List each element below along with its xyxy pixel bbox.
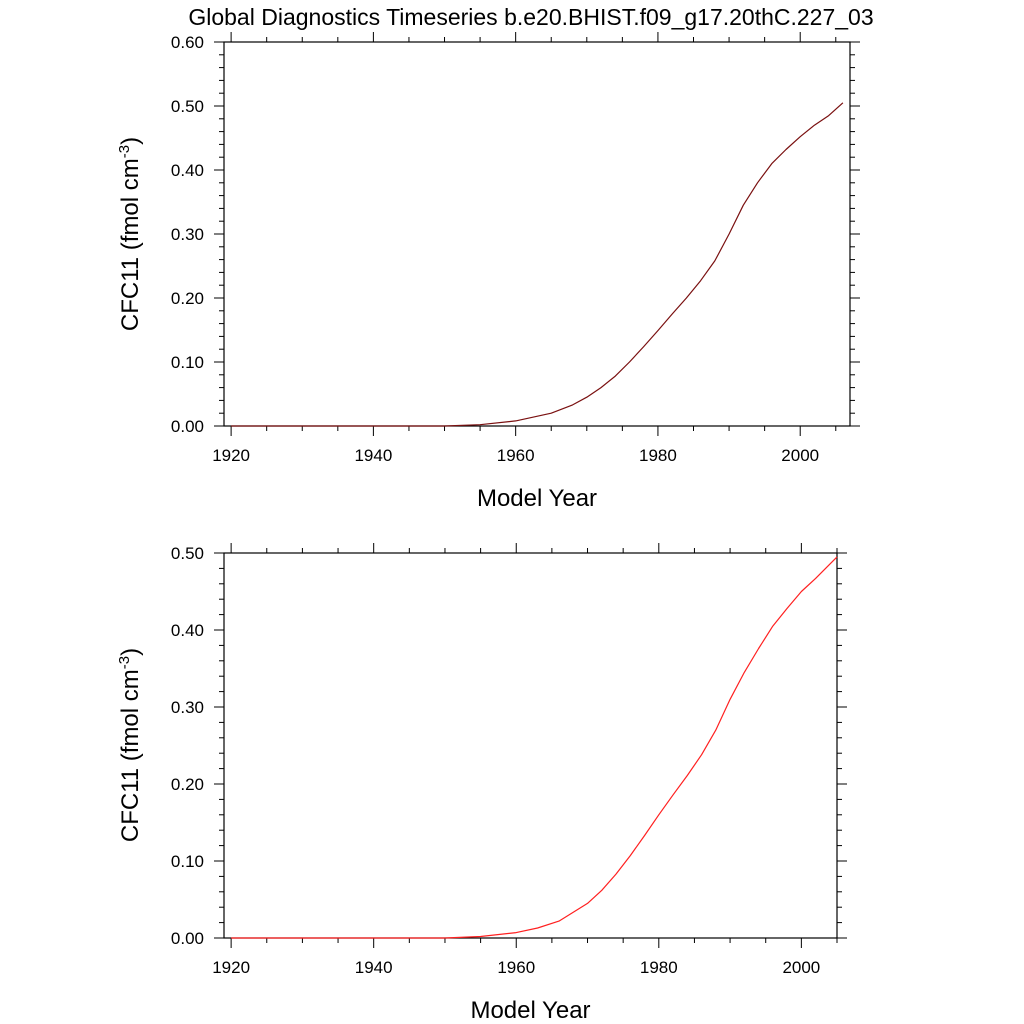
y-tick-label: 0.50 xyxy=(171,544,204,563)
x-tick-label: 1960 xyxy=(497,958,535,977)
plot-frame xyxy=(223,552,838,939)
y-axis-label-suffix: ) xyxy=(117,137,144,145)
series-line-cfc11 xyxy=(231,556,838,939)
y-tick-label: 0.20 xyxy=(171,289,204,308)
y-tick-label: 0.50 xyxy=(171,97,204,116)
x-tick-label: 1920 xyxy=(212,958,250,977)
chart-panel-top: 1920 1940 1960 1980 2000 0.00 0.10 0.20 0.30 0.40… xyxy=(116,32,860,512)
x-tick-label: 2000 xyxy=(782,958,820,977)
y-tick-label: 0.40 xyxy=(171,621,204,640)
y-tick-label: 0.30 xyxy=(171,225,204,244)
y-tick-label: 0.10 xyxy=(171,852,204,871)
chart-panel-bottom: 1920 1940 1960 1980 2000 0.00 0.10 0.20 0.30 0.40… xyxy=(116,543,847,1024)
y-tick-label: 0.40 xyxy=(171,161,204,180)
y-tick-label: 0.30 xyxy=(171,698,204,717)
y-axis-label-main: CFC11 (fmol cm xyxy=(117,158,144,331)
x-tick-label: 2000 xyxy=(781,446,819,465)
y-tick-label: 0.60 xyxy=(171,33,204,52)
x-axis-label: Model Year xyxy=(470,997,590,1024)
y-axis-label: CFC11 (fmol cm-3) xyxy=(116,648,144,842)
y-axis-label-suffix: ) xyxy=(117,648,144,656)
x-tick-label: 1920 xyxy=(212,446,250,465)
y-tick-label: 0.20 xyxy=(171,775,204,794)
x-tick-label: 1960 xyxy=(497,446,535,465)
y-axis-label-main: CFC11 (fmol cm xyxy=(117,669,144,842)
y-tick-label: 0.00 xyxy=(171,929,204,948)
figure-title: Global Diagnostics Timeseries b.e20.BHIS… xyxy=(188,4,873,30)
x-tick-label: 1980 xyxy=(639,446,677,465)
y-tick-label: 0.00 xyxy=(171,417,204,436)
x-tick-label: 1940 xyxy=(354,446,392,465)
y-axis-label-superscript: -3 xyxy=(116,656,133,669)
y-tick-label: 0.10 xyxy=(171,353,204,372)
series-line-cfc11 xyxy=(231,102,844,427)
x-tick-label: 1980 xyxy=(640,958,678,977)
x-axis-label: Model Year xyxy=(477,485,597,512)
y-axis-label-superscript: -3 xyxy=(116,145,133,158)
y-axis-label: CFC11 (fmol cm-3) xyxy=(116,137,144,331)
x-tick-label: 1940 xyxy=(355,958,393,977)
